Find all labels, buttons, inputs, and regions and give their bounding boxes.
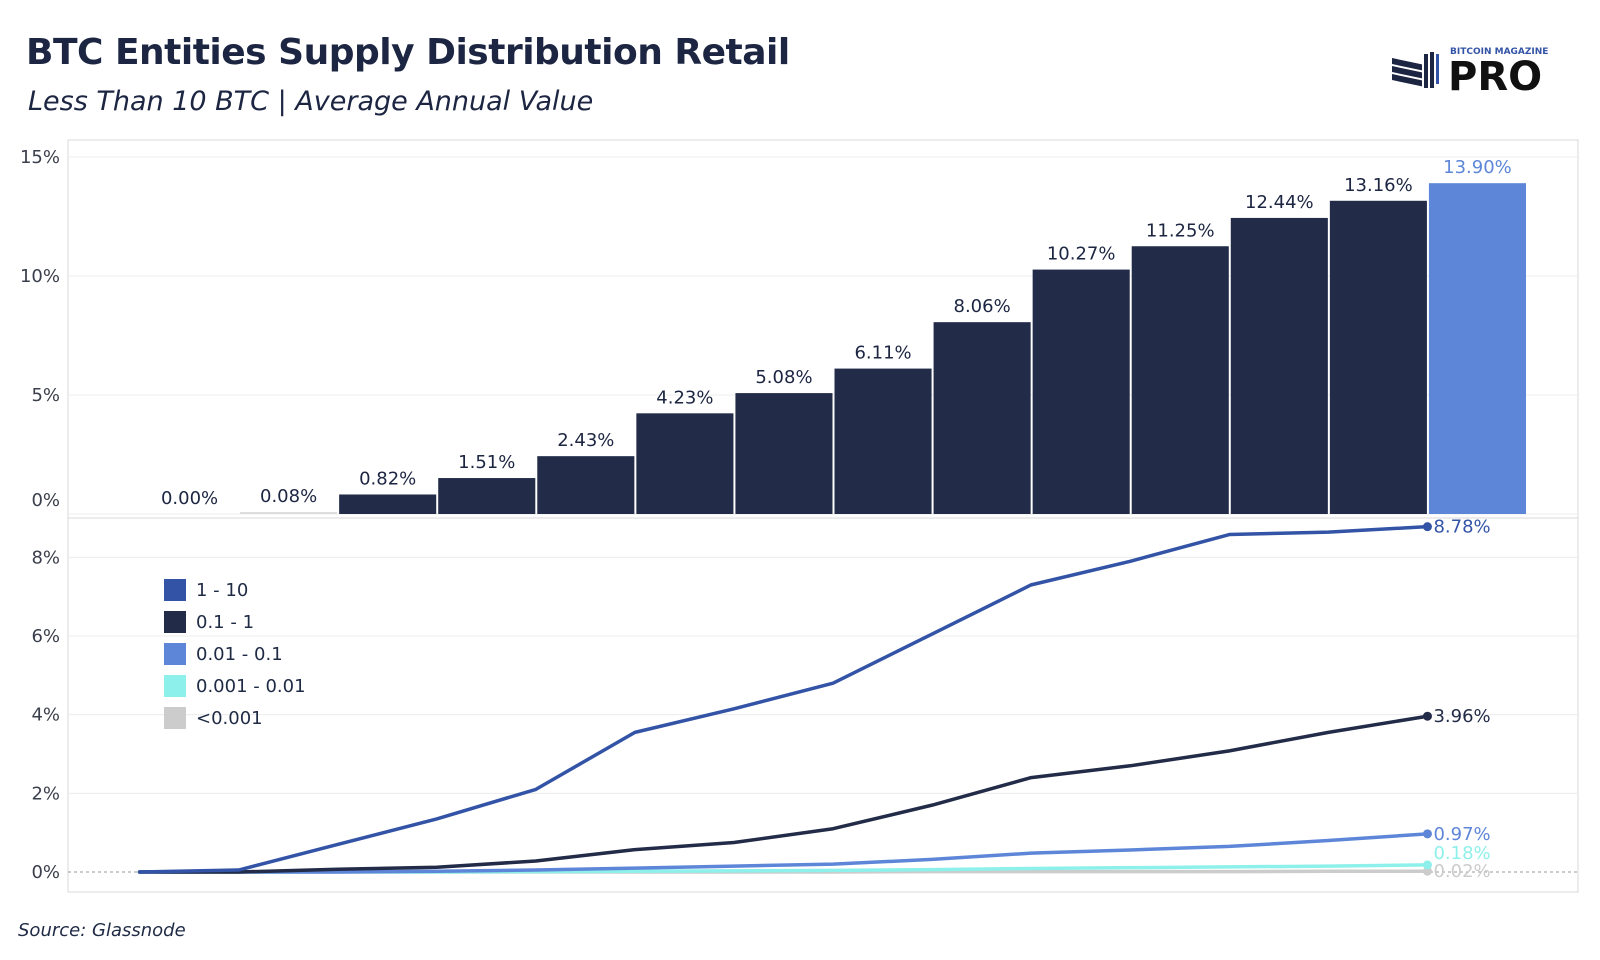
series-line — [137, 524, 1430, 874]
series-end-label: 0.18% — [1433, 843, 1490, 864]
logo-big-text: PRO — [1448, 54, 1542, 100]
bar-value-label: 5.08% — [755, 367, 812, 388]
series-end-label: 8.78% — [1433, 517, 1490, 538]
bar — [933, 322, 1031, 514]
bar — [537, 456, 635, 514]
legend-item: 0.01 - 0.1 — [164, 638, 306, 670]
bar — [1428, 183, 1526, 514]
logo-small-text: BITCOIN MAGAZINE — [1450, 47, 1548, 57]
bar — [240, 512, 338, 514]
bar — [735, 393, 833, 514]
bar — [1329, 200, 1427, 515]
legend-label: 0.01 - 0.1 — [196, 643, 283, 665]
series-line — [137, 714, 1430, 874]
bar-y-tick-label: 0% — [31, 490, 60, 511]
legend: 1 - 10 0.1 - 1 0.01 - 0.1 0.001 - 0.01 <0.00… — [164, 574, 306, 734]
legend-swatch — [164, 643, 186, 665]
bar-value-label: 11.25% — [1146, 220, 1215, 241]
bar-value-label: 1.51% — [458, 452, 515, 473]
bar-value-label: 0.00% — [161, 488, 218, 509]
bar-value-label: 12.44% — [1245, 192, 1314, 213]
bar-y-tick-label: 15% — [20, 147, 60, 168]
series-end-point — [1422, 829, 1432, 839]
chart-subtitle: Less Than 10 BTC | Average Annual Value — [28, 86, 594, 117]
bar-value-label: 0.08% — [260, 486, 317, 507]
bar-value-label: 8.06% — [954, 296, 1011, 317]
legend-swatch — [164, 611, 186, 633]
legend-label: 1 - 10 — [196, 579, 249, 601]
bar-value-label: 10.27% — [1047, 244, 1116, 265]
legend-label: 0.001 - 0.01 — [196, 675, 306, 697]
legend-label: 0.1 - 1 — [196, 611, 255, 633]
line-y-tick-label: 6% — [31, 626, 60, 647]
bar-value-label: 13.16% — [1344, 175, 1413, 196]
bar — [1230, 217, 1328, 515]
line-y-tick-label: 4% — [31, 705, 60, 726]
bar — [438, 478, 536, 514]
line-y-tick-label: 0% — [31, 862, 60, 883]
series-end-label: 3.96% — [1433, 706, 1490, 727]
legend-swatch — [164, 579, 186, 601]
bar — [339, 494, 437, 514]
bar-value-label: 4.23% — [656, 387, 713, 408]
line-y-tick-label: 8% — [31, 547, 60, 568]
bar-y-tick-label: 10% — [20, 266, 60, 287]
legend-item: 1 - 10 — [164, 574, 306, 606]
legend-item: 0.001 - 0.01 — [164, 670, 306, 702]
bar-value-label: 13.90% — [1443, 157, 1512, 178]
bar-value-label: 2.43% — [557, 430, 614, 451]
bar — [1131, 246, 1229, 514]
series-line — [137, 832, 1430, 874]
legend-swatch — [164, 707, 186, 729]
bar-value-label: 6.11% — [854, 343, 911, 364]
bar — [1032, 269, 1130, 514]
series-end-point — [1422, 711, 1432, 721]
bar — [636, 413, 734, 514]
legend-item: <0.001 — [164, 702, 306, 734]
logo-stripes-icon — [1392, 52, 1439, 88]
source-note: Source: Glassnode — [18, 920, 186, 941]
legend-label: <0.001 — [196, 707, 263, 729]
legend-item: 0.1 - 1 — [164, 606, 306, 638]
bar — [834, 368, 932, 514]
bar-y-tick-label: 5% — [31, 385, 60, 406]
series-end-point — [1422, 866, 1432, 876]
bitcoin-magazine-pro-logo: BITCOIN MAGAZINE PRO — [1392, 47, 1548, 100]
line-y-tick-label: 2% — [31, 783, 60, 804]
series-end-label: 0.02% — [1433, 861, 1490, 882]
series-end-point — [1422, 860, 1432, 870]
bar-value-label: 0.82% — [359, 468, 416, 489]
legend-swatch — [164, 675, 186, 697]
series-end-point — [1422, 522, 1432, 532]
series-end-label: 0.97% — [1433, 824, 1490, 845]
chart-title: BTC Entities Supply Distribution Retail — [26, 32, 790, 73]
line-panel-frame — [67, 517, 1579, 893]
